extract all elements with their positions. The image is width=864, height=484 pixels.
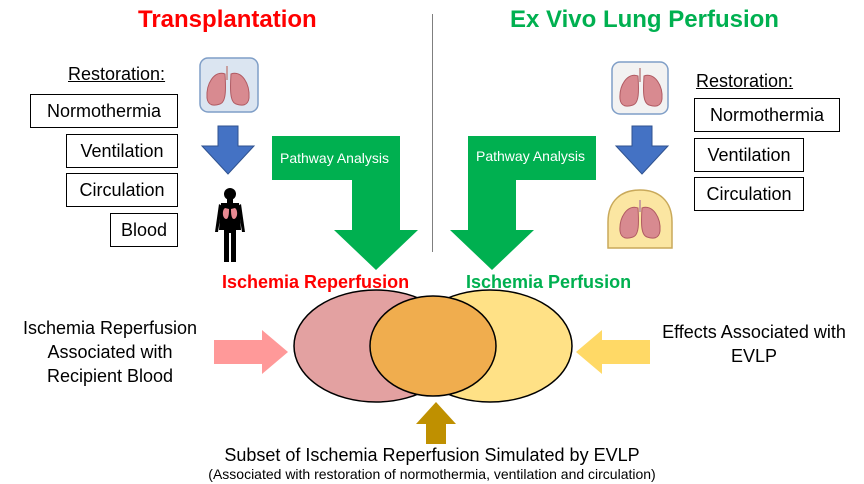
right-blue-down-arrow — [614, 125, 670, 175]
right-venn-note: Effects Associated with EVLP — [648, 320, 860, 368]
right-outcome-label: Ischemia Perfusion — [466, 272, 632, 292]
venn-diagram — [293, 289, 573, 403]
section-divider — [432, 14, 433, 252]
left-lungs-icon — [199, 57, 259, 113]
bottom-subcaption: (Associated with restoration of normothe… — [208, 466, 656, 482]
left-pathway-arrow — [272, 136, 418, 270]
left-item-blood: Blood — [110, 213, 178, 247]
right-restoration-label: Restoration: — [696, 71, 794, 91]
right-lungs-icon — [611, 61, 669, 115]
right-venn-note-line-1: Effects Associated with — [662, 322, 846, 342]
gold-up-arrow — [416, 402, 456, 444]
left-item-normothermia: Normothermia — [30, 94, 178, 128]
right-pathway-arrow — [450, 136, 596, 270]
left-blue-down-arrow — [200, 125, 256, 175]
left-restoration-label: Restoration: — [68, 64, 166, 84]
left-outcome-label: Ischemia Reperfusion — [222, 272, 410, 292]
left-venn-note: Ischemia Reperfusion Associated with Rec… — [10, 316, 210, 388]
right-item-circulation: Circulation — [694, 177, 804, 211]
right-venn-note-line-2: EVLP — [730, 346, 778, 366]
right-title: Ex Vivo Lung Perfusion — [510, 6, 779, 33]
bottom-caption: Subset of Ischemia Reperfusion Simulated… — [224, 445, 640, 465]
left-venn-note-line-3: Recipient Blood — [46, 366, 174, 386]
left-item-ventilation: Ventilation — [66, 134, 178, 168]
yellow-left-arrow — [576, 330, 650, 374]
evlp-chamber-icon — [607, 189, 673, 249]
right-item-ventilation: Ventilation — [694, 138, 804, 172]
pink-right-arrow — [214, 330, 288, 374]
venn-overlap — [369, 295, 497, 397]
left-venn-note-line-1: Ischemia Reperfusion — [22, 318, 198, 338]
right-pathway-label: Pathway Analysis — [476, 148, 585, 164]
left-venn-note-line-2: Associated with — [47, 342, 173, 362]
right-item-normothermia: Normothermia — [694, 98, 840, 132]
left-title: Transplantation — [138, 6, 317, 33]
left-item-circulation: Circulation — [66, 173, 178, 207]
left-pathway-label: Pathway Analysis — [280, 150, 389, 166]
human-recipient-icon — [215, 188, 245, 262]
